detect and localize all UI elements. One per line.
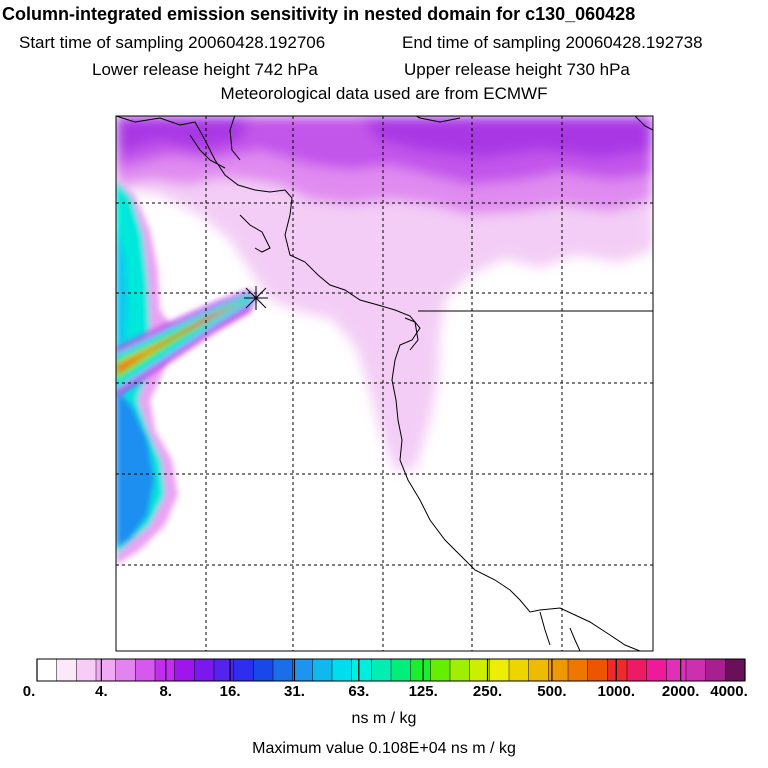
colorbar-cell (410, 659, 431, 681)
colorbar-cell (469, 659, 490, 681)
coastlines (116, 116, 653, 651)
colorbar-cells (36, 659, 746, 681)
colorbar-cell (450, 659, 471, 681)
colorbar-cell (528, 659, 549, 681)
colorbar-cell (568, 659, 589, 681)
colorbar-cell (607, 659, 628, 681)
colorbar-cell (627, 659, 648, 681)
colorbar-cell (253, 659, 274, 681)
colorbar-cell (489, 659, 510, 681)
colorbar-tick-label: 4. (95, 683, 108, 700)
maximum-value-label: Maximum value 0.108E+04 ns m / kg (252, 740, 516, 757)
colorbar-units-label: ns m / kg (351, 710, 417, 727)
upper-release-height-label: Upper release height 730 hPa (404, 60, 630, 79)
northern-sensitivity-field (116, 116, 653, 470)
plot-title: Column-integrated emission sensitivity i… (2, 4, 636, 24)
end-time-label: End time of sampling 20060428.192738 (402, 33, 703, 52)
colorbar-tick-label: 0. (22, 683, 36, 700)
colorbar-cell (587, 659, 608, 681)
colorbar-cell (430, 659, 451, 681)
colorbar-cell (115, 659, 136, 681)
colorbar-cell (646, 659, 667, 681)
colorbar-cell (174, 659, 195, 681)
colorbar-cell (96, 659, 117, 681)
release-point-star-icon (244, 286, 268, 310)
colorbar-cell (666, 659, 687, 681)
colorbar-cell (214, 659, 235, 681)
colorbar-cell (686, 659, 707, 681)
colorbar-cell (155, 659, 176, 681)
map-frame (115, 115, 654, 652)
colorbar-tick-label: 125. (408, 683, 438, 700)
colorbar-cell (312, 659, 333, 681)
colorbar-cell (725, 659, 746, 681)
colorbar-tick-label: 63. (348, 683, 370, 700)
colorbar-tick-label: 250. (472, 683, 503, 700)
release-trajectory-plume (116, 290, 258, 398)
colorbar-tick-label: 4000. (710, 683, 748, 700)
colorbar-tick-label: 16. (219, 683, 241, 700)
colorbar-cell (37, 659, 58, 681)
colorbar-cell (56, 659, 77, 681)
lower-release-height-label: Lower release height 742 hPa (92, 60, 318, 79)
lat-lon-grid (116, 116, 653, 651)
colorbar-cell (351, 659, 372, 681)
colorbar-tick-label: 8. (159, 683, 172, 700)
colorbar-tick-label: 31. (284, 683, 305, 700)
colorbar-cell (332, 659, 353, 681)
colorbar-cell (509, 659, 530, 681)
colorbar-cell (371, 659, 392, 681)
colorbar-cell (292, 659, 313, 681)
colorbar-tick-label: 500. (537, 683, 567, 700)
colorbar-cell (194, 659, 215, 681)
colorbar-cell (548, 659, 569, 681)
colorbar-cell (273, 659, 294, 681)
colorbar-tick-label: 2000. (661, 683, 700, 700)
colorbar-cell (391, 659, 412, 681)
met-data-label: Meteorological data used are from ECMWF (220, 84, 548, 103)
start-time-label: Start time of sampling 20060428.192706 (19, 33, 326, 52)
colorbar-cell (233, 659, 254, 681)
colorbar-tick-label: 1000. (597, 683, 636, 700)
colorbar-cell (76, 659, 97, 681)
colorbar-cell (705, 659, 726, 681)
colorbar-major-ticks (36, 659, 746, 681)
colorbar-cell (135, 659, 156, 681)
